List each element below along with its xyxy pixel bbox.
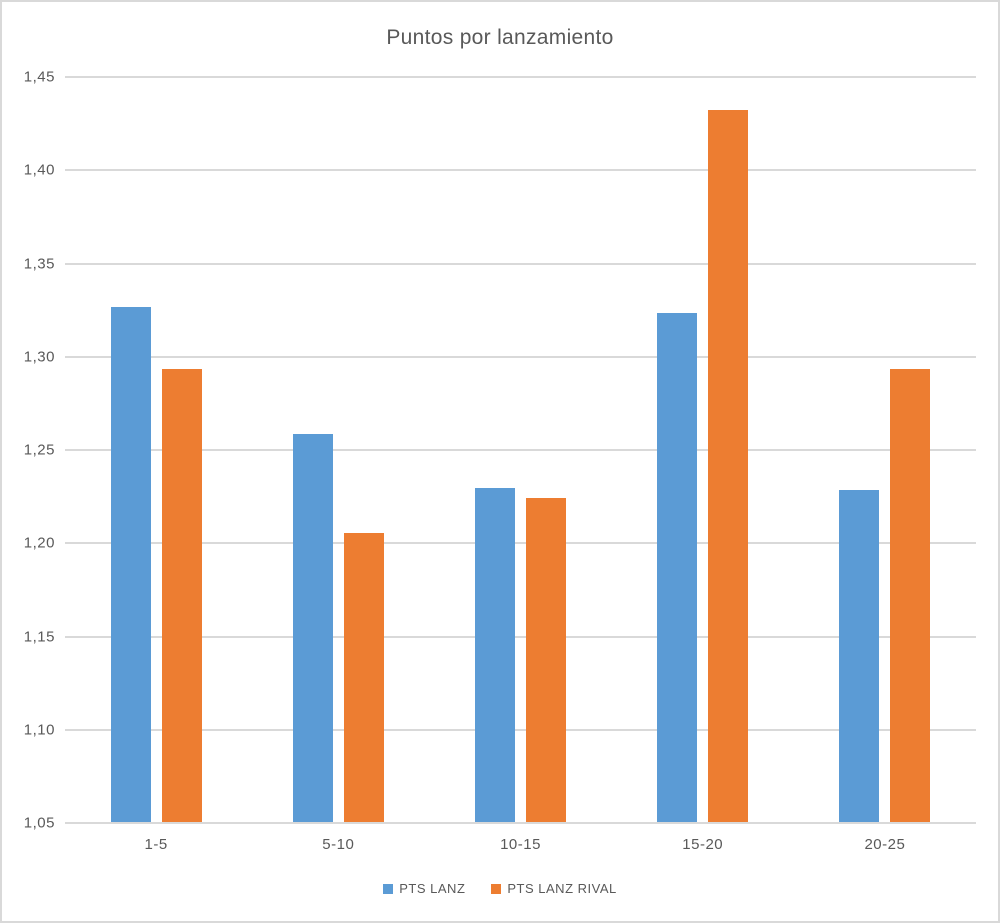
y-tick-label-1-35: 1,35	[23, 255, 55, 272]
y-tick-label-1-10: 1,10	[23, 721, 55, 739]
y-tick-label-1-05: 1,05	[23, 814, 55, 832]
bar-pts-lanz-rival-15-20	[708, 109, 749, 822]
bar-groups	[65, 76, 976, 822]
bar-group-20-25	[794, 76, 976, 822]
bar-group-15-20	[612, 76, 794, 822]
bar-pts-lanz-rival-5-10	[343, 532, 384, 822]
legend-item-pts-lanz: PTS LANZ	[383, 881, 465, 896]
bar-pts-lanz-20-25	[839, 490, 880, 822]
bar-pts-lanz-10-15	[475, 488, 515, 822]
gridline-1-30	[65, 355, 976, 358]
legend-item-pts-lanz-rival: PTS LANZ RIVAL	[491, 881, 616, 896]
bar-pts-lanz-rival-10-15	[526, 497, 566, 822]
gridline-1-10	[65, 728, 976, 731]
x-tick-label-1-5: 1-5	[144, 836, 168, 853]
gridline-1-45	[65, 76, 976, 78]
y-axis: 1,45 1,40 1,35 1,30 1,25 1,20 1,15 1,10 1,05	[2, 2, 55, 921]
y-tick-label-1-45: 1,45	[23, 68, 55, 86]
bar-pts-lanz-1-5	[110, 307, 151, 822]
bar-group-10-15	[429, 76, 611, 822]
chart-title: Puntos por lanzamiento	[386, 26, 614, 49]
bar-pts-lanz-rival-20-25	[890, 368, 931, 822]
x-tick-label-10-15: 10-15	[500, 836, 541, 853]
gridline-1-05	[65, 822, 976, 824]
bar-pts-lanz-15-20	[657, 312, 698, 822]
legend: PTS LANZ PTS LANZ RIVAL	[2, 881, 998, 896]
legend-label-pts-lanz-rival: PTS LANZ RIVAL	[507, 881, 617, 896]
legend-swatch-pts-lanz-rival	[491, 883, 502, 894]
gridline-1-15	[65, 635, 976, 638]
y-tick-label-1-30: 1,30	[23, 348, 55, 366]
x-tick-label-15-20: 15-20	[682, 836, 724, 853]
gridline-1-25	[65, 449, 976, 451]
y-tick-label-1-20: 1,20	[23, 534, 55, 552]
bar-pts-lanz-rival-1-5	[161, 368, 202, 822]
y-tick-label-1-40: 1,40	[23, 161, 55, 179]
y-tick-label-1-15: 1,15	[23, 628, 55, 645]
x-tick-label-5-10: 5-10	[322, 836, 355, 853]
legend-swatch-pts-lanz	[383, 883, 394, 894]
bar-group-5-10	[247, 76, 429, 822]
x-axis-labels: 1-5 5-10 10-15 15-20 20-25	[65, 836, 976, 853]
gridline-1-20	[65, 542, 976, 545]
y-tick-label-1-25: 1,25	[23, 441, 55, 459]
legend-label-pts-lanz: PTS LANZ	[399, 881, 466, 896]
plot-area	[65, 76, 976, 824]
gridline-1-40	[65, 169, 976, 172]
bar-group-1-5	[65, 76, 247, 822]
gridline-1-35	[65, 262, 976, 265]
x-tick-label-20-25: 20-25	[864, 836, 906, 853]
bar-pts-lanz-5-10	[292, 434, 333, 822]
